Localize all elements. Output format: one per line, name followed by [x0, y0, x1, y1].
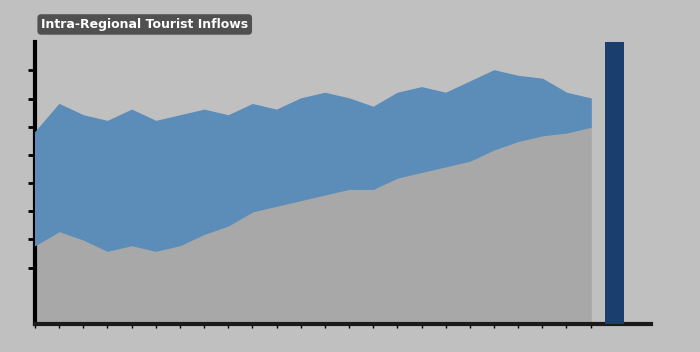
Text: Intra-Regional Tourist Inflows: Intra-Regional Tourist Inflows	[41, 18, 248, 31]
Bar	[605, 42, 624, 324]
